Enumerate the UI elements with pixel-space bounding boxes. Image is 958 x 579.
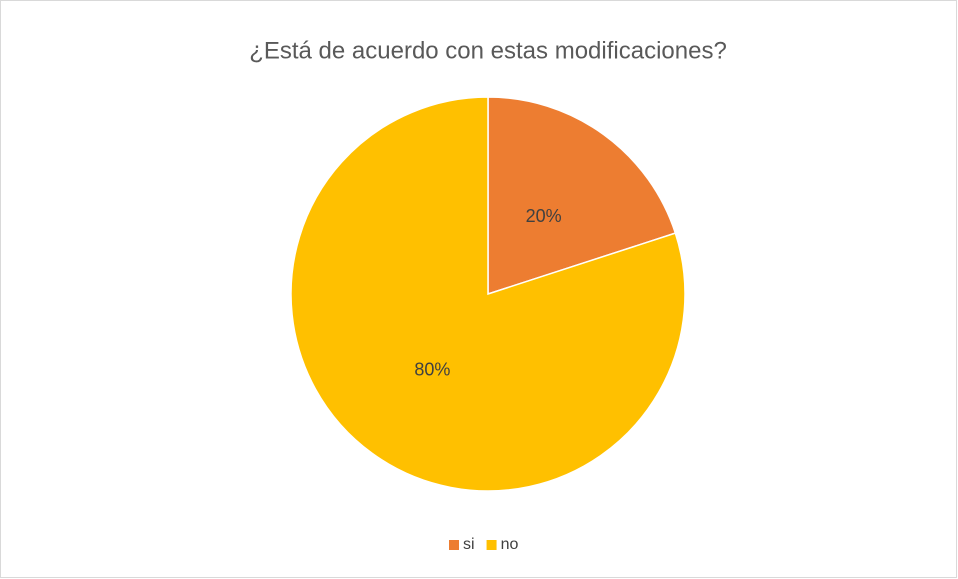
- pie-slice: [487, 96, 677, 296]
- legend-swatch: [449, 540, 459, 550]
- legend-swatch: [486, 540, 497, 550]
- pie-slice: [290, 96, 686, 492]
- legend-label: si: [463, 536, 475, 553]
- chart-title: ¿Está de acuerdo con estas modificacione…: [249, 37, 727, 64]
- data-label: 20%: [526, 206, 562, 226]
- legend-label: no: [501, 536, 519, 553]
- data-label: 80%: [414, 359, 450, 379]
